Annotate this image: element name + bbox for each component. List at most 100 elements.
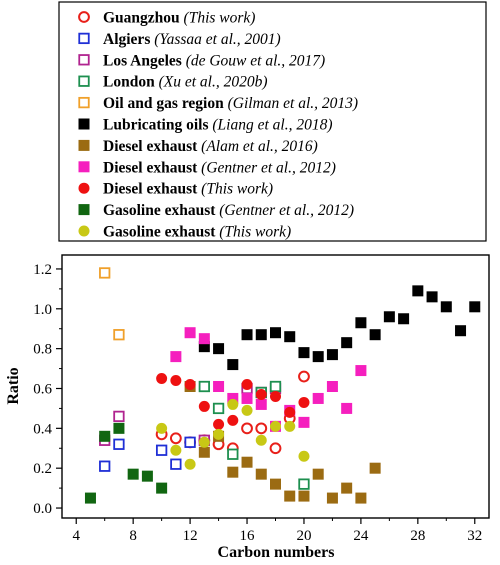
data-point <box>213 343 225 355</box>
x-tick-label: 12 <box>183 528 198 544</box>
y-tick-label: 1.2 <box>33 262 52 278</box>
legend-entry: Diesel exhaust (Gentner et al., 2012) <box>103 159 336 176</box>
x-tick-label: 8 <box>129 528 137 544</box>
y-tick-label: 0.4 <box>33 421 52 437</box>
legend-entry: Lubricating oils (Liang et al., 2018) <box>103 117 333 134</box>
legend-marker <box>78 118 90 130</box>
data-point <box>298 490 310 502</box>
data-point <box>355 492 367 504</box>
x-tick-label: 4 <box>72 528 80 544</box>
legend-entry: Guangzhou (This work) <box>103 10 255 27</box>
data-point <box>227 466 239 478</box>
legend-citation: (Liang et al., 2018) <box>209 117 333 134</box>
data-point <box>341 337 353 349</box>
y-axis-label: Ratio <box>5 367 22 404</box>
series-5 <box>198 285 481 371</box>
series-1 <box>99 436 196 472</box>
legend-entry: Oil and gas region (Gilman et al., 2013) <box>103 95 358 112</box>
legend-series-name: Los Angeles <box>103 52 182 69</box>
legend-entry: London (Xu et al., 2020b) <box>103 74 268 91</box>
legend: Guangzhou (This work) Algiers (Yassaa et … <box>78 10 358 241</box>
legend-citation: (de Gouw et al., 2017) <box>182 52 325 69</box>
series-7 <box>170 327 367 432</box>
data-point <box>269 380 282 393</box>
legend-entry: Diesel exhaust (This work) <box>103 181 273 198</box>
series-9 <box>84 422 168 504</box>
data-point <box>255 468 267 480</box>
data-point <box>298 478 310 490</box>
data-point <box>440 301 452 313</box>
data-point <box>298 370 310 383</box>
data-point <box>369 329 381 341</box>
legend-marker <box>78 11 90 23</box>
legend-entry: Diesel exhaust (Alam et al., 2016) <box>103 138 318 155</box>
data-point <box>241 379 253 391</box>
data-point <box>298 450 310 462</box>
legend-marker <box>78 161 90 173</box>
data-point <box>298 396 310 408</box>
data-point <box>312 351 324 363</box>
legend-series-name: Algiers <box>103 31 150 48</box>
legend-series-name: Diesel exhaust <box>103 138 198 155</box>
legend-citation: (Gentner et al., 2012) <box>197 159 336 176</box>
data-point <box>169 432 182 445</box>
data-point <box>156 422 168 434</box>
x-tick-label: 28 <box>410 528 425 544</box>
data-point <box>213 418 225 430</box>
data-point <box>212 402 225 415</box>
data-point <box>227 359 239 371</box>
data-point <box>455 325 467 337</box>
data-point <box>170 375 182 387</box>
data-point <box>198 400 210 412</box>
data-point <box>113 329 125 341</box>
y-tick-label: 0.8 <box>33 342 52 358</box>
data-point <box>84 492 96 504</box>
data-point <box>156 482 168 494</box>
data-point <box>355 317 367 329</box>
legend-marker <box>78 225 90 237</box>
data-point <box>341 482 353 494</box>
x-tick-label: 20 <box>296 528 311 544</box>
data-point <box>270 390 281 402</box>
data-point <box>270 420 281 432</box>
data-point <box>284 420 296 432</box>
data-point <box>141 470 153 482</box>
data-point <box>241 329 253 341</box>
legend-citation: (Alam et al., 2016) <box>197 138 318 155</box>
data-point <box>255 388 267 400</box>
legend-box <box>58 1 487 242</box>
y-tick-label: 0.2 <box>33 461 52 477</box>
legend-series-name: Guangzhou <box>103 10 180 27</box>
legend-marker <box>78 75 90 87</box>
data-point <box>170 458 182 470</box>
data-point <box>326 349 338 361</box>
data-point <box>412 285 424 297</box>
data-point <box>326 381 338 392</box>
legend-citation: (Xu et al., 2020b) <box>155 74 268 91</box>
data-point <box>113 422 125 434</box>
axis-ticks: 4 8 12 16 20 24 28 32 0.0 0.2 0.4 0.6 0.8 1.0 1.2 <box>33 262 482 544</box>
data-point <box>184 379 196 391</box>
series-4 <box>99 267 125 341</box>
data-point <box>255 434 267 446</box>
legend-entry: Algiers (Yassaa et al., 2001) <box>103 31 281 48</box>
data-point <box>156 373 168 385</box>
legend-series-name: Diesel exhaust <box>103 181 198 198</box>
legend-entry: Gasoline exhaust (Gentner et al., 2012) <box>103 202 354 219</box>
data-point <box>170 351 182 363</box>
data-point <box>284 490 296 502</box>
legend-series-name: Diesel exhaust <box>103 159 198 176</box>
legend-marker <box>78 54 90 66</box>
data-point <box>255 398 267 410</box>
data-point <box>241 404 253 416</box>
data-point <box>213 428 225 440</box>
legend-citation: (Gentner et al., 2012) <box>215 202 354 219</box>
data-point <box>113 438 125 450</box>
data-point <box>99 267 111 279</box>
data-point <box>469 301 481 313</box>
data-point <box>326 492 338 504</box>
legend-entry: Los Angeles (de Gouw et al., 2017) <box>103 52 325 69</box>
data-point <box>99 460 111 472</box>
data-point <box>270 327 281 339</box>
data-point <box>227 392 239 404</box>
